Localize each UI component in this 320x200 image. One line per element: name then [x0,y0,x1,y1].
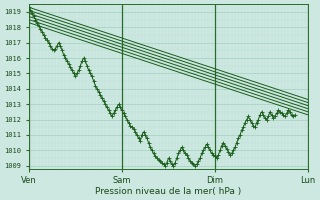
X-axis label: Pression niveau de la mer( hPa ): Pression niveau de la mer( hPa ) [95,187,242,196]
